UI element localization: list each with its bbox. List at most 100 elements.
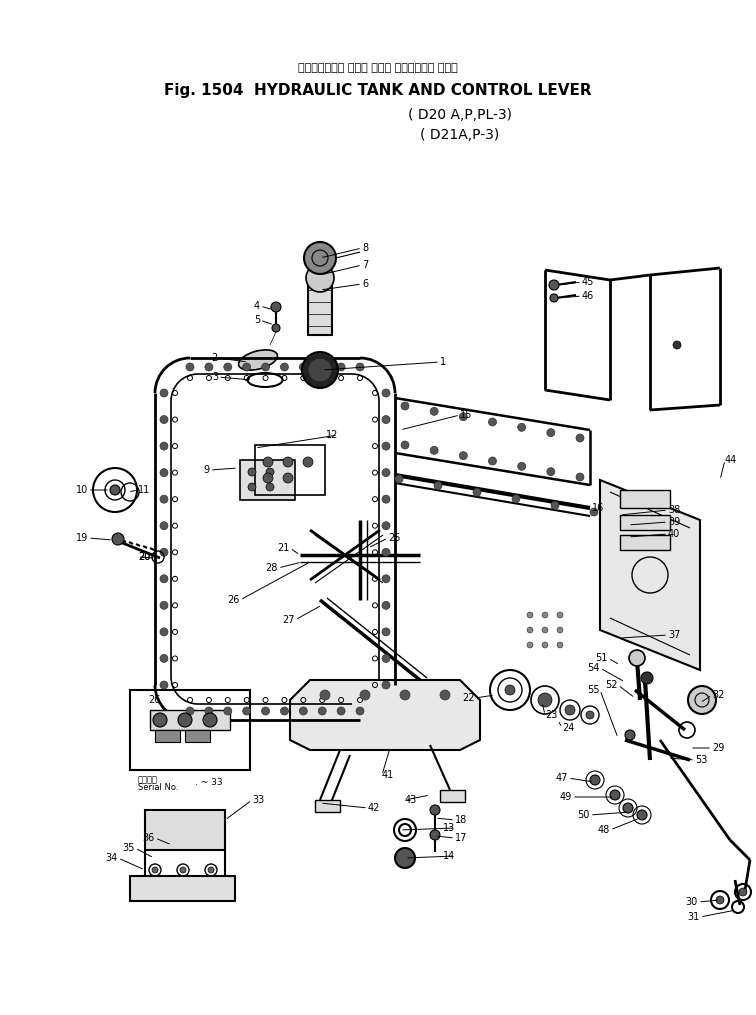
Circle shape (557, 612, 563, 618)
Text: 48: 48 (598, 825, 610, 835)
Circle shape (160, 389, 168, 397)
Text: 41: 41 (382, 770, 394, 780)
Text: 34: 34 (106, 853, 118, 863)
Text: 53: 53 (695, 755, 708, 765)
Bar (315, 800, 340, 812)
Circle shape (320, 690, 330, 700)
Text: 15: 15 (460, 410, 472, 420)
Circle shape (382, 601, 390, 609)
Circle shape (401, 441, 409, 449)
Circle shape (248, 483, 256, 491)
Text: 10: 10 (76, 485, 88, 495)
Circle shape (623, 803, 633, 813)
Circle shape (739, 888, 747, 896)
Circle shape (527, 612, 533, 618)
Text: 25: 25 (388, 533, 401, 543)
Circle shape (266, 468, 274, 476)
Bar (145, 810, 225, 850)
Circle shape (382, 574, 390, 583)
Text: 4: 4 (254, 301, 260, 311)
Circle shape (160, 469, 168, 477)
Circle shape (263, 473, 273, 483)
Bar (130, 690, 250, 770)
Text: 20: 20 (138, 552, 150, 562)
Bar (150, 710, 230, 730)
Circle shape (208, 867, 214, 873)
Circle shape (641, 672, 653, 684)
Bar (440, 790, 465, 802)
Circle shape (337, 707, 345, 715)
Circle shape (382, 415, 390, 423)
Circle shape (356, 707, 364, 715)
Circle shape (271, 302, 281, 312)
Text: 適用番号: 適用番号 (138, 775, 158, 784)
Circle shape (488, 418, 497, 426)
Circle shape (243, 363, 251, 371)
Circle shape (186, 363, 194, 371)
Circle shape (382, 628, 390, 636)
Circle shape (629, 650, 645, 666)
Bar (130, 876, 235, 901)
Circle shape (430, 447, 438, 455)
Circle shape (266, 483, 274, 491)
Circle shape (547, 468, 555, 476)
Circle shape (382, 469, 390, 477)
Circle shape (382, 389, 390, 397)
Circle shape (382, 655, 390, 663)
Text: 2: 2 (212, 353, 218, 363)
Circle shape (716, 896, 724, 904)
Circle shape (160, 655, 168, 663)
Circle shape (224, 363, 232, 371)
Text: 1: 1 (440, 357, 446, 367)
Text: 38: 38 (668, 505, 680, 515)
Circle shape (160, 415, 168, 423)
Text: ( D21A,P-3): ( D21A,P-3) (420, 128, 500, 142)
Circle shape (337, 363, 345, 371)
Circle shape (280, 363, 289, 371)
Circle shape (542, 642, 548, 648)
Circle shape (395, 475, 403, 483)
Text: 40: 40 (668, 529, 680, 539)
Text: 6: 6 (362, 279, 368, 289)
Circle shape (160, 443, 168, 450)
Bar (185, 730, 210, 742)
Bar (620, 515, 670, 530)
Circle shape (538, 693, 552, 707)
Polygon shape (290, 680, 480, 750)
Circle shape (180, 867, 186, 873)
Text: 12: 12 (326, 430, 338, 439)
Circle shape (505, 685, 515, 695)
Circle shape (576, 473, 584, 481)
Circle shape (527, 627, 533, 633)
Text: 45: 45 (582, 277, 594, 287)
Circle shape (440, 690, 450, 700)
Circle shape (527, 642, 533, 648)
Circle shape (557, 627, 563, 633)
Circle shape (382, 495, 390, 503)
Text: Serial No.: Serial No. (138, 783, 178, 792)
Text: 31: 31 (688, 912, 700, 922)
Circle shape (590, 508, 598, 516)
Text: 20: 20 (138, 552, 150, 562)
Text: 35: 35 (122, 843, 135, 853)
Text: 37: 37 (668, 630, 680, 640)
Text: 21: 21 (277, 543, 290, 553)
Text: 47: 47 (556, 773, 568, 783)
Text: 8: 8 (362, 243, 368, 253)
Circle shape (434, 481, 442, 489)
Circle shape (302, 352, 338, 388)
Circle shape (283, 473, 293, 483)
Circle shape (248, 468, 256, 476)
Text: 51: 51 (596, 653, 608, 663)
Text: Fig. 1504  HYDRAULIC TANK AND CONTROL LEVER: Fig. 1504 HYDRAULIC TANK AND CONTROL LEV… (164, 82, 592, 97)
Text: 54: 54 (587, 663, 600, 673)
Bar (620, 535, 670, 550)
Circle shape (401, 402, 409, 410)
Text: 43: 43 (405, 795, 417, 805)
Text: 18: 18 (455, 815, 467, 825)
Circle shape (460, 452, 467, 460)
Circle shape (283, 457, 293, 467)
Circle shape (542, 612, 548, 618)
Circle shape (153, 713, 167, 727)
Text: 44: 44 (725, 455, 737, 465)
